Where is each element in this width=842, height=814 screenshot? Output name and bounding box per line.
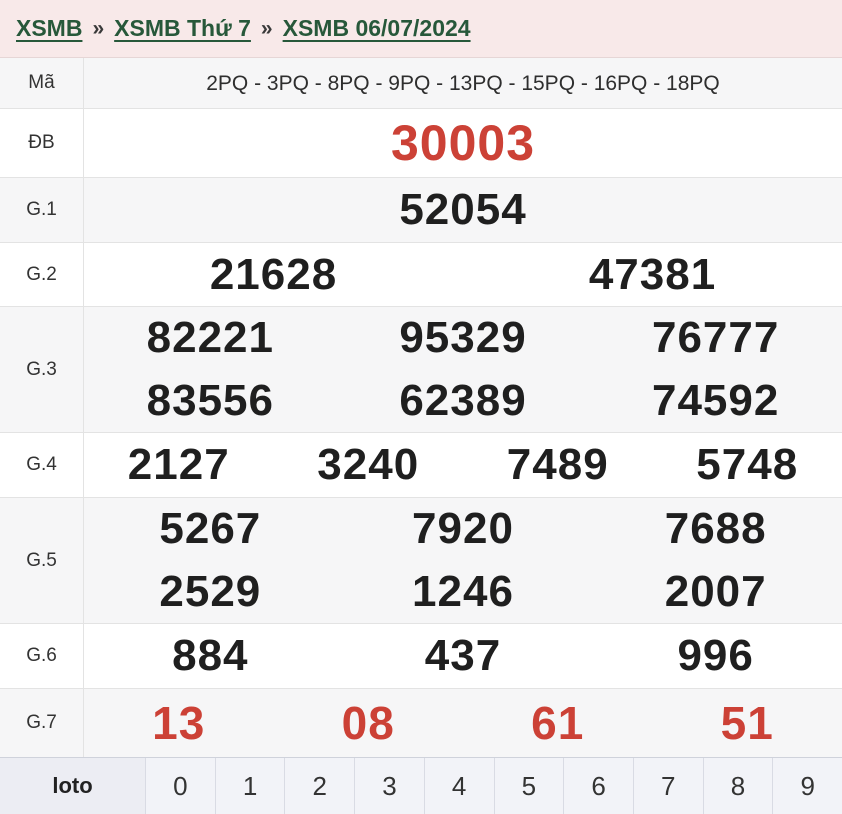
row-label: G.2 (0, 243, 84, 306)
row-label: Mã (0, 58, 84, 108)
loto-digit-6[interactable]: 6 (564, 758, 634, 814)
loto-digit-0[interactable]: 0 (146, 758, 216, 814)
loto-digit-4[interactable]: 4 (424, 758, 495, 814)
row-values: 2PQ - 3PQ - 8PQ - 9PQ - 13PQ - 15PQ - 16… (84, 58, 842, 108)
prize-row-g-5: G.5 5267 7920 7688 2529 1246 2007 (0, 497, 842, 623)
prize-value: 5267 (159, 504, 262, 554)
breadcrumb-separator: » (92, 17, 105, 40)
prize-row-g-2: G.2 21628 47381 (0, 242, 842, 306)
prize-value: 996 (677, 631, 754, 680)
prize-row-g-4: G.4 2127 3240 7489 5748 (0, 432, 842, 497)
prize-row-g-1: G.1 52054 (0, 177, 842, 242)
row-values: 2127 3240 7489 5748 (84, 433, 842, 497)
prize-value: 7920 (412, 504, 514, 554)
row-values: 82221 95329 76777 83556 62389 74592 (84, 307, 842, 432)
prize-value: 61 (531, 697, 585, 749)
prize-row-g-6: G.6 884 437 996 (0, 623, 842, 688)
row-values: 884 437 996 (84, 624, 842, 688)
row-values: 5267 7920 7688 2529 1246 2007 (84, 498, 842, 623)
prize-value: 2PQ - 3PQ - 8PQ - 9PQ - 13PQ - 15PQ - 16… (206, 71, 720, 95)
row-label: G.4 (0, 433, 84, 497)
prize-value: 21628 (209, 249, 338, 299)
row-label: G.5 (0, 498, 84, 623)
prize-value: 30003 (390, 115, 536, 171)
prize-row-m-: Mã 2PQ - 3PQ - 8PQ - 9PQ - 13PQ - 15PQ - … (0, 58, 842, 108)
prize-value: 47381 (588, 249, 717, 299)
prize-value: 13 (152, 697, 206, 749)
row-label: G.6 (0, 624, 84, 688)
row-values: 21628 47381 (84, 243, 842, 306)
row-values: 13 08 61 51 (84, 689, 842, 757)
row-label: G.7 (0, 689, 84, 757)
loto-label: loto (0, 758, 146, 814)
breadcrumb-link-xsmb[interactable]: XSMB (16, 15, 83, 41)
prize-value: 2007 (664, 566, 767, 616)
loto-digit-2[interactable]: 2 (285, 758, 356, 814)
prize-value: 7489 (506, 440, 609, 489)
results-table: Mã 2PQ - 3PQ - 8PQ - 9PQ - 13PQ - 15PQ - … (0, 58, 842, 757)
loto-digit-3[interactable]: 3 (355, 758, 425, 814)
prize-value: 437 (424, 631, 502, 680)
prize-value: 1246 (412, 566, 514, 616)
prize-value: 83556 (146, 375, 274, 425)
prize-row-g-7: G.7 13 08 61 51 (0, 688, 842, 757)
prize-value: 62389 (399, 375, 527, 425)
loto-digit-8[interactable]: 8 (703, 758, 774, 814)
prize-value: 2529 (159, 566, 262, 616)
prize-row-g-3: G.3 82221 95329 76777 83556 62389 74592 (0, 306, 842, 432)
loto-digit-5[interactable]: 5 (494, 758, 565, 814)
row-label: G.1 (0, 178, 84, 242)
loto-digit-1[interactable]: 1 (215, 758, 286, 814)
loto-digit-7[interactable]: 7 (633, 758, 704, 814)
prize-value: 2127 (127, 440, 230, 489)
row-label: ĐB (0, 109, 84, 177)
prize-value: 76777 (651, 313, 780, 363)
prize-value: 3240 (317, 440, 420, 489)
prize-value: 82221 (146, 313, 274, 363)
breadcrumb: XSMB » XSMB Thứ 7 » XSMB 06/07/2024 (0, 0, 842, 58)
prize-value: 7688 (664, 504, 767, 554)
prize-value: 74592 (651, 375, 780, 425)
prize-value: 884 (172, 631, 249, 680)
prize-value: 5748 (696, 440, 799, 489)
loto-digit-9[interactable]: 9 (773, 758, 842, 814)
breadcrumb-separator: » (260, 17, 273, 40)
prize-value: 51 (720, 697, 774, 749)
row-label: G.3 (0, 307, 84, 432)
breadcrumb-link-xsmb-date[interactable]: XSMB 06/07/2024 (282, 15, 471, 41)
prize-value: 08 (341, 697, 395, 749)
breadcrumb-link-xsmb-thu-7[interactable]: XSMB Thứ 7 (114, 15, 251, 41)
row-values: 30003 (84, 109, 842, 177)
prize-row--b: ĐB 30003 (0, 108, 842, 177)
row-values: 52054 (84, 178, 842, 242)
prize-value: 95329 (399, 313, 527, 363)
prize-value: 52054 (399, 185, 527, 234)
